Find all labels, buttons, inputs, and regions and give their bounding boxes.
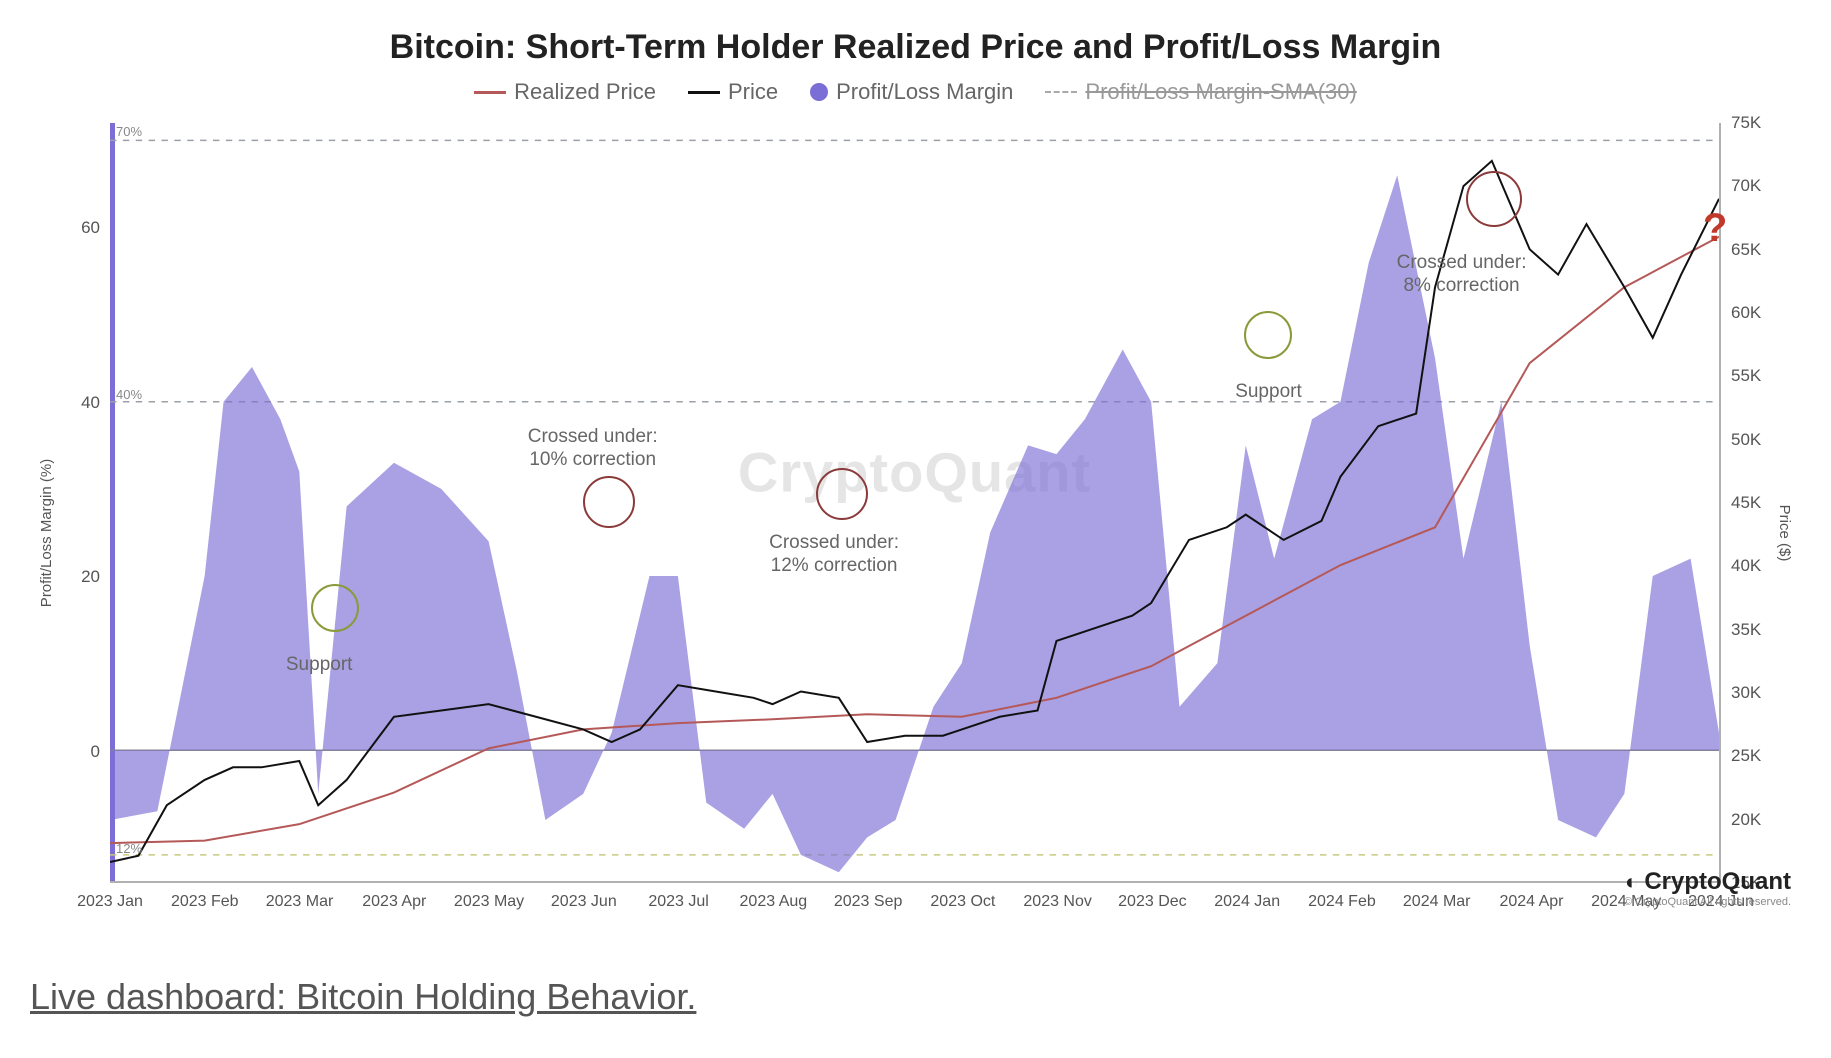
annotation-text: Crossed under:12% correction — [769, 532, 899, 578]
annotation-circle — [1466, 171, 1522, 227]
y-right-tick: 40K — [1731, 556, 1801, 576]
annotation-text: Support — [286, 654, 353, 677]
y-right-tick: 60K — [1731, 303, 1801, 323]
annotation-text: Support — [1235, 381, 1302, 404]
x-tick: 2024 Jan — [1214, 893, 1280, 911]
x-tick: 2023 Jan — [77, 893, 143, 911]
brand-sub: © CryptoQuant All rights reserved. — [1624, 896, 1791, 908]
ref-line-label: 40% — [116, 387, 142, 402]
y-left-tick: 20 — [30, 567, 100, 587]
legend-margin-label: Profit/Loss Margin — [836, 79, 1013, 105]
chart-title: Bitcoin: Short-Term Holder Realized Pric… — [30, 28, 1801, 67]
brand-icon: ◐ — [1625, 869, 1638, 895]
x-axis: 2023 Jan2023 Feb2023 Mar2023 Apr2023 May… — [110, 893, 1721, 933]
legend-realized: Realized Price — [474, 79, 656, 105]
annotation-text: Crossed under:8% correction — [1397, 252, 1527, 298]
legend: Realized Price Price Profit/Loss Margin … — [30, 79, 1801, 105]
x-tick: 2023 Jul — [648, 893, 709, 911]
brand: ◐ CryptoQuant © CryptoQuant All rights r… — [1624, 868, 1791, 908]
legend-margin: Profit/Loss Margin — [810, 79, 1013, 105]
x-tick: 2023 Jun — [551, 893, 617, 911]
annotation-text: Crossed under:10% correction — [528, 426, 658, 472]
y-right-tick: 45K — [1731, 493, 1801, 513]
x-tick: 2024 Mar — [1403, 893, 1471, 911]
y-right-tick: 70K — [1731, 176, 1801, 196]
y-right-tick: 25K — [1731, 746, 1801, 766]
y-right-tick: 30K — [1731, 683, 1801, 703]
x-tick: 2024 Apr — [1499, 893, 1563, 911]
legend-realized-label: Realized Price — [514, 79, 656, 105]
x-tick: 2023 Mar — [266, 893, 334, 911]
x-tick: 2023 Aug — [740, 893, 808, 911]
legend-sma-label: Profit/Loss Margin-SMA(30) — [1085, 79, 1356, 105]
y-right-tick: 20K — [1731, 810, 1801, 830]
dashboard-link[interactable]: Live dashboard: Bitcoin Holding Behavior… — [30, 976, 696, 1018]
question-mark: ? — [1703, 206, 1727, 251]
y-left-tick: 0 — [30, 742, 100, 762]
y-right-tick: 50K — [1731, 430, 1801, 450]
y-left-tick: 60 — [30, 218, 100, 238]
x-tick: 2023 Dec — [1118, 893, 1187, 911]
legend-price: Price — [688, 79, 778, 105]
ref-line-label: 12% — [116, 841, 142, 856]
y-right-tick: 55K — [1731, 366, 1801, 386]
x-tick: 2023 May — [454, 893, 524, 911]
y-axis-left: 0 20 40 60 — [30, 123, 100, 883]
x-tick: 2024 Feb — [1308, 893, 1376, 911]
y-right-tick: 75K — [1731, 113, 1801, 133]
legend-sma: Profit/Loss Margin-SMA(30) — [1045, 79, 1356, 105]
y-right-tick: 35K — [1731, 620, 1801, 640]
annotation-circle — [583, 476, 635, 528]
chart-area: Profit/Loss Margin (%) Price ($) 0204060… — [30, 123, 1801, 943]
x-tick: 2023 Sep — [834, 893, 903, 911]
ref-line-label: 70% — [116, 124, 142, 139]
x-tick: 2023 Oct — [930, 893, 995, 911]
plot: CryptoQuant 70%40%12%Crossed under:10% c… — [110, 123, 1721, 883]
y-axis-right: 15K20K25K30K35K40K45K50K55K60K65K70K75K — [1731, 123, 1801, 883]
y-left-tick: 40 — [30, 393, 100, 413]
legend-price-label: Price — [728, 79, 778, 105]
x-tick: 2023 Apr — [362, 893, 426, 911]
x-tick: 2023 Nov — [1023, 893, 1092, 911]
x-tick: 2023 Feb — [171, 893, 239, 911]
brand-name-text: CryptoQuant — [1644, 868, 1791, 896]
y-right-tick: 65K — [1731, 240, 1801, 260]
